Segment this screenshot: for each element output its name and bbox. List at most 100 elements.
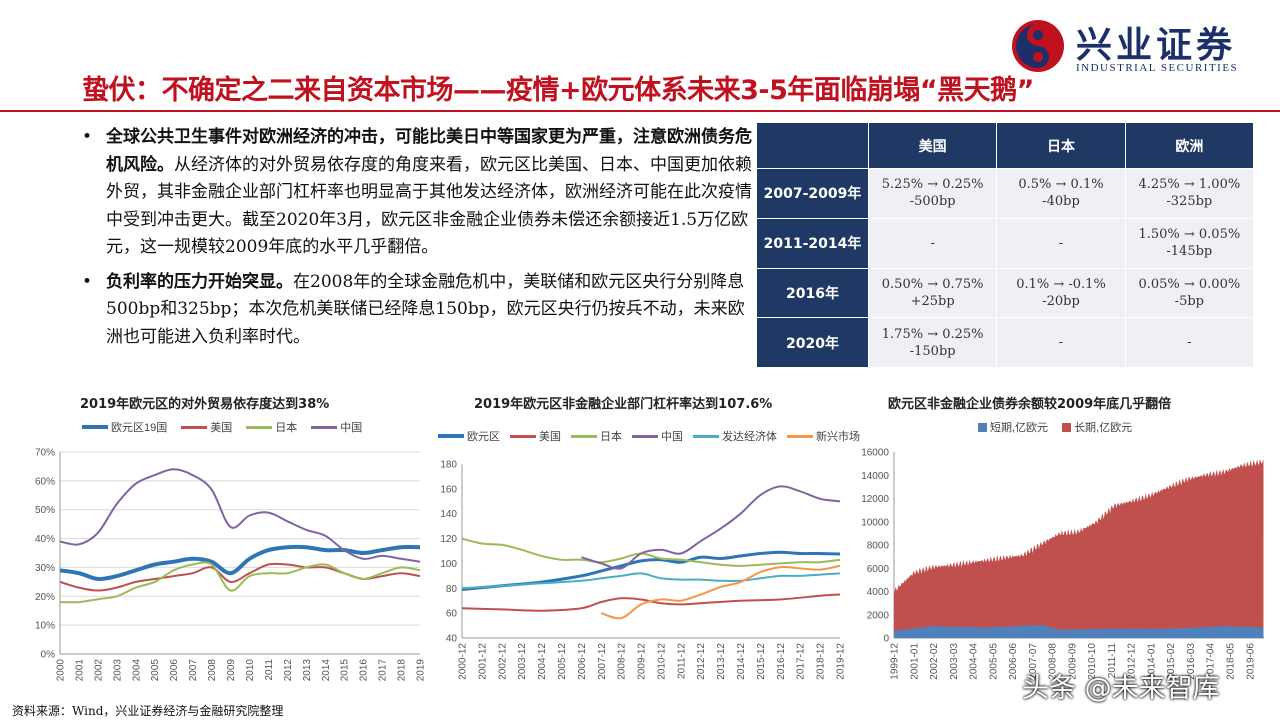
legend-swatch — [1062, 422, 1072, 432]
x-tick-label: 2008-08 — [1048, 643, 1059, 680]
legend-swatch — [181, 425, 208, 429]
x-tick-label: 2011 — [264, 659, 275, 681]
area-short-term — [894, 624, 1264, 638]
corporate-leverage-chart: 40 60 80 100 120 140 160 180 2000-12 2001-12 2002-… — [440, 460, 847, 680]
x-tick-label: 2013 — [302, 659, 313, 682]
legend-item: 长期,亿欧元 — [1062, 419, 1132, 435]
x-tick-label: 2019 — [416, 659, 427, 682]
bullet-item: • 负利率的压力开始突显。在2008年的全球金融危机中，美联储和欧元区央行分别降… — [82, 269, 752, 352]
legend-item: 日本 — [571, 428, 622, 444]
x-tick-label: 2004 — [131, 659, 142, 682]
y-tick-label: 70% — [35, 448, 55, 459]
title-divider — [0, 110, 1280, 112]
table-row: 2016年 0.50% → 0.75% +25bp 0.1% → -0.1% -20… — [756, 267, 1255, 319]
series-line — [600, 564, 841, 620]
legend-item: 美国 — [510, 428, 561, 444]
series-line — [461, 572, 841, 590]
y-tick-label: 12000 — [861, 494, 889, 505]
x-tick-label: 2005-12 — [557, 643, 568, 680]
legend-item: 中国 — [632, 428, 683, 444]
x-tick-label: 2015 — [340, 659, 351, 682]
x-tick-label: 2002 — [93, 659, 104, 682]
y-tick-label: 10000 — [861, 517, 889, 528]
y-tick-label: 180 — [440, 460, 457, 471]
series-line — [461, 550, 841, 591]
y-tick-label: 40% — [35, 534, 55, 545]
legend-swatch — [693, 434, 719, 438]
legend-swatch — [787, 434, 813, 438]
legend-item: 日本 — [246, 419, 297, 435]
y-tick-label: 160 — [440, 484, 457, 495]
x-tick-label: 2006-12 — [577, 643, 588, 680]
bullet-item: • 全球公共卫生事件对欧洲经济的冲击，可能比美日中等国家更为严重，注意欧洲债务危… — [82, 124, 752, 262]
bullet-bold-text: 全球公共卫生事件对欧洲经济的冲击，可能比美日中等国家更为严重，注意欧洲债务危机风… — [106, 127, 752, 175]
x-tick-label: 2003 — [112, 659, 123, 682]
series-line — [581, 485, 841, 570]
x-tick-label: 2009 — [226, 659, 237, 682]
legend-swatch — [438, 434, 464, 438]
table-cell: 1.75% → 0.25% -150bp — [867, 317, 998, 368]
y-tick-label: 16000 — [861, 448, 889, 459]
y-tick-label: 10% — [35, 621, 55, 632]
x-tick-label: 2000-12 — [458, 643, 469, 680]
chart-legend: 欧元区19国 美国 日本 中国 — [82, 419, 362, 435]
series-line — [59, 468, 421, 563]
table-cell: 4.25% → 1.00% -325bp — [1124, 168, 1255, 219]
table-cell: 0.05% → 0.00% -5bp — [1124, 267, 1255, 319]
x-tick-label: 2006-06 — [1008, 643, 1019, 680]
x-tick-label: 2011-12 — [676, 643, 687, 679]
x-tick-label: 2010-10 — [1087, 643, 1098, 680]
chart-title: 欧元区非金融企业债券余额较2009年底几乎翻倍 — [888, 397, 1172, 412]
x-tick-label: 2012 — [283, 659, 294, 682]
x-tick-label: 1999-12 — [890, 643, 901, 680]
bullet-dot: • — [82, 271, 93, 292]
trade-dependence-chart: 0% 10% 20% 30% 40% 50% 60% 70% 2000 2001 2002 2003 2… — [35, 448, 427, 682]
y-tick-label: 80 — [446, 584, 458, 595]
rate-cut-table: 美国 日本 欧洲 2007-2009年 5.25% → 0.25% -500bp … — [756, 122, 1255, 368]
legend-item: 美国 — [181, 419, 232, 435]
legend-item: 新兴市场 — [787, 428, 860, 444]
x-tick-label: 2018-12 — [816, 643, 827, 680]
x-tick-label: 2012-12 — [696, 643, 707, 680]
x-tick-label: 2019-12 — [836, 643, 847, 680]
legend-item: 中国 — [311, 419, 362, 435]
x-tick-label: 2018 — [397, 659, 408, 682]
y-tick-label: 20% — [35, 592, 55, 603]
source-note: 资料来源：Wind，兴业证券经济与金融研究院整理 — [12, 704, 284, 718]
legend-item: 欧元区 — [438, 428, 500, 444]
y-tick-label: 6000 — [867, 564, 890, 575]
table-header-cell: 美国 — [867, 122, 998, 169]
x-tick-label: 2002-12 — [497, 643, 508, 680]
y-tick-label: 14000 — [861, 471, 889, 482]
y-tick-label: 60 — [446, 609, 458, 620]
bullet-list: • 全球公共卫生事件对欧洲经济的冲击，可能比美日中等国家更为严重，注意欧洲债务危… — [82, 124, 752, 358]
bullet-dot: • — [82, 127, 93, 147]
series-line — [461, 537, 841, 567]
table-row: 2020年 1.75% → 0.25% -150bp - - — [756, 317, 1255, 368]
series-line — [59, 561, 421, 604]
x-tick-label: 2014 — [321, 659, 332, 682]
x-tick-label: 2012-12 — [1127, 643, 1138, 680]
y-tick-label: 0% — [41, 650, 56, 661]
bullet-text: 从经济体的对外贸易依存度的角度来看，欧元区比美国、日本、中国更加依赖外贸，其非金… — [106, 154, 752, 258]
x-tick-label: 2009-12 — [637, 643, 648, 680]
x-tick-label: 2015-02 — [1166, 643, 1177, 680]
x-tick-label: 2008 — [207, 659, 218, 682]
table-period-cell: 2020年 — [756, 317, 869, 368]
x-tick-label: 2011-11 — [1107, 643, 1118, 679]
slide-title: 蛰伏：不确定之二来自资本市场——疫情+欧元体系未来3-5年面临崩塌“黑天鹅” — [82, 75, 1034, 106]
x-tick-label: 2017-12 — [796, 643, 807, 680]
x-tick-label: 2016-12 — [776, 643, 787, 680]
legend-item: 发达经济体 — [693, 428, 777, 444]
y-tick-label: 30% — [35, 563, 55, 574]
y-tick-label: 120 — [440, 534, 457, 545]
table-cell: - — [867, 217, 998, 269]
x-tick-label: 2016-03 — [1186, 643, 1197, 680]
y-tick-label: 8000 — [867, 541, 890, 552]
legend-item: 欧元区19国 — [82, 419, 167, 435]
x-tick-label: 2010-12 — [656, 643, 667, 680]
table-cell: - — [996, 217, 1126, 269]
table-header-cell: 日本 — [996, 122, 1126, 169]
x-tick-label: 2015-12 — [756, 643, 767, 680]
x-tick-label: 2017-04 — [1206, 643, 1217, 680]
